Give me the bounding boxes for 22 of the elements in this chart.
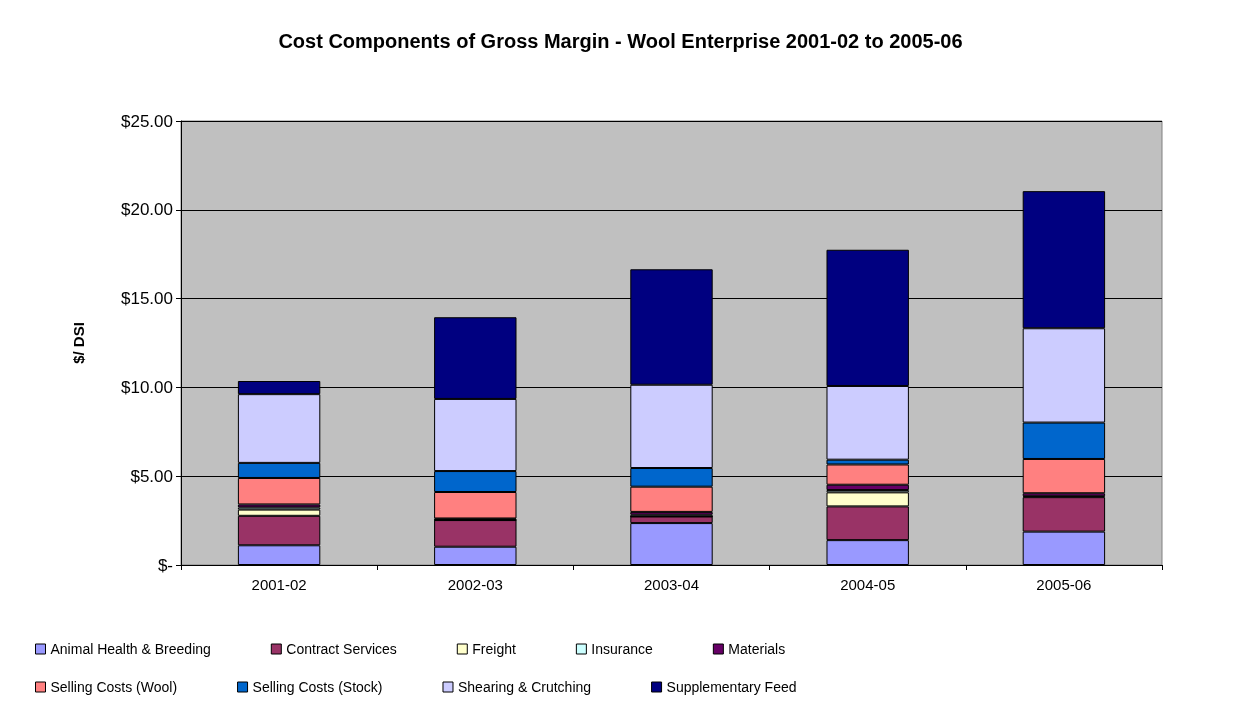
x-tick-label: 2001-02 — [251, 576, 307, 593]
legend-label: Insurance — [591, 641, 654, 657]
legend-label: Materials — [728, 641, 786, 657]
chart-title: Cost Components of Gross Margin - Wool Enterprise 2001-02 to 2005-06 — [278, 30, 963, 52]
legend-label: Selling Costs (Wool) — [50, 679, 178, 695]
legend-label: Contract Services — [286, 641, 397, 657]
y-tick-label: $10.00 — [121, 377, 173, 397]
y-tick-label: $15.00 — [121, 289, 173, 309]
x-tick-label: 2002-03 — [447, 576, 503, 593]
y-axis-title: $/ DSI — [70, 322, 87, 364]
legend-label: Supplementary Feed — [666, 679, 797, 695]
x-tick-label: 2003-04 — [643, 576, 700, 593]
legend-label: Animal Health & Breeding — [50, 641, 211, 657]
y-tick-label: $- — [157, 555, 173, 575]
legend-label: Selling Costs (Stock) — [252, 679, 383, 695]
x-tick-label: 2004-05 — [840, 576, 896, 593]
y-tick-label: $25.00 — [121, 111, 173, 131]
x-tick-label: 2005-06 — [1036, 576, 1092, 593]
y-tick-label: $20.00 — [121, 200, 173, 220]
legend-label: Shearing & Crutching — [457, 679, 592, 695]
legend-label: Freight — [472, 641, 516, 657]
y-tick-label: $5.00 — [130, 466, 173, 486]
